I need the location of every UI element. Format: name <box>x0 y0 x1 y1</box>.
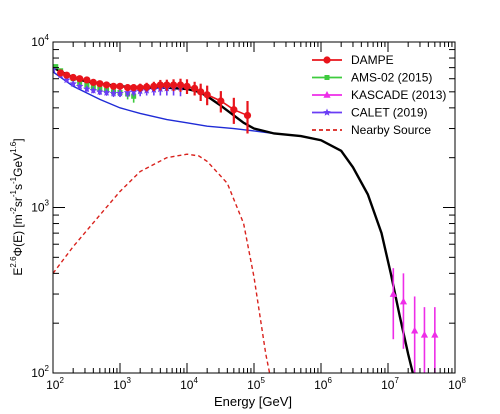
data-point <box>116 89 124 97</box>
data-point <box>109 89 118 97</box>
x-axis-label: Energy [GeV] <box>214 394 292 409</box>
series-line-nearby-source <box>53 153 271 373</box>
data-point <box>389 290 397 297</box>
series-model <box>53 71 275 135</box>
data-point <box>102 88 111 96</box>
x-tick-label: 102 <box>46 376 64 392</box>
data-point <box>183 82 191 90</box>
series-calet-2019 <box>53 65 185 98</box>
tick-labels: 102 103 104 105 106 107 108 102 103 104 <box>31 33 466 392</box>
data-point <box>84 82 90 88</box>
data-point <box>69 79 77 87</box>
data-point <box>89 86 98 94</box>
data-point <box>169 81 178 89</box>
x-tick-label: 108 <box>448 376 466 392</box>
legend-marker <box>323 56 331 64</box>
legend: DAMPE AMS-02 (2015) KASCADE (2013) CALET (2… <box>312 53 446 137</box>
legend-item-dampe: DAMPE <box>312 53 394 67</box>
data-point <box>83 76 91 84</box>
x-tick-label: 105 <box>247 376 265 392</box>
data-point <box>76 75 84 83</box>
data-point <box>136 84 144 92</box>
legend-label: KASCADE (2013) <box>351 88 446 102</box>
legend-marker <box>323 91 331 98</box>
data-point <box>411 326 419 334</box>
data-point <box>96 80 104 88</box>
data-point <box>143 83 151 91</box>
data-point <box>96 87 104 96</box>
series-dampe <box>57 69 252 134</box>
y-tick-label: 104 <box>31 33 49 49</box>
data-point <box>62 75 71 84</box>
data-point <box>150 82 158 90</box>
data-point <box>399 297 408 305</box>
legend-item-kascade-2013: KASCADE (2013) <box>312 88 446 102</box>
x-tick-label: 106 <box>314 376 332 392</box>
data-point <box>431 330 439 338</box>
x-tick-label: 107 <box>381 376 399 392</box>
data-point <box>75 82 84 90</box>
y-axis-label: E2.6Φ(E) [m-2sr-1s-1GeV1.6] <box>9 138 25 275</box>
data-point <box>109 82 118 90</box>
legend-marker <box>323 108 331 116</box>
data-point <box>57 69 65 77</box>
legend-label: Nearby Source <box>351 123 431 137</box>
series-nearby-source <box>53 153 271 373</box>
data-point <box>102 81 111 89</box>
legend-marker <box>324 75 330 80</box>
data-point <box>176 81 185 89</box>
data-point <box>83 85 91 93</box>
legend-item-nearby-source: Nearby Source <box>312 123 431 137</box>
data-point <box>123 88 132 96</box>
plot-marks <box>53 64 439 373</box>
data-point <box>230 106 238 114</box>
data-point <box>89 78 97 87</box>
data-point <box>243 111 252 120</box>
data-point <box>69 73 77 82</box>
data-point <box>116 82 124 90</box>
series-kascade-2013 <box>389 268 439 373</box>
data-point <box>420 330 429 338</box>
data-point <box>124 84 132 92</box>
legend-label: DAMPE <box>351 53 394 67</box>
legend-label: CALET (2019) <box>351 106 427 120</box>
data-point <box>197 88 205 96</box>
axis-ticks <box>52 42 455 374</box>
data-point <box>203 91 211 99</box>
data-point <box>217 97 225 105</box>
data-point <box>129 87 138 96</box>
y-tick-label: 103 <box>31 199 49 215</box>
data-point <box>53 65 57 73</box>
series-line-model <box>53 71 275 135</box>
y-tick-label: 102 <box>31 364 49 380</box>
data-point <box>130 84 138 92</box>
data-point <box>191 84 199 92</box>
data-point <box>163 81 171 89</box>
legend-label: AMS-02 (2015) <box>351 71 432 85</box>
data-point <box>63 71 71 79</box>
x-tick-label: 104 <box>180 376 198 392</box>
legend-item-calet-2019: CALET (2019) <box>312 106 427 120</box>
data-point <box>53 64 59 70</box>
legend-item-ams-02-2015: AMS-02 (2015) <box>312 71 432 85</box>
x-tick-label: 103 <box>113 376 131 392</box>
data-point <box>156 81 164 89</box>
